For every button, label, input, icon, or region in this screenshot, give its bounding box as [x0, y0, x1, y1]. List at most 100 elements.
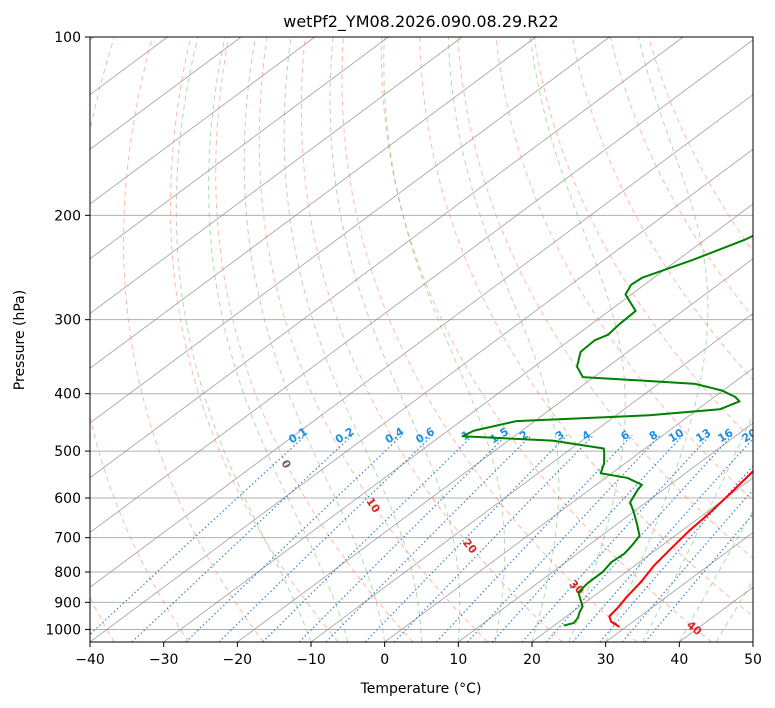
moist-adiabat-line: [208, 37, 349, 642]
moist-adiabat-line: [529, 37, 626, 642]
isotherm-line: [90, 94, 753, 588]
mixing-ratio-line: [521, 434, 711, 642]
isotherm-line: [90, 37, 684, 479]
dry-adiabat-line: [123, 37, 264, 642]
isotherm-line: [90, 37, 537, 369]
y-tick-label: 600: [54, 491, 81, 507]
x-tick-label: 0: [380, 652, 389, 668]
dry-adiabat-line: [90, 596, 115, 642]
chart-title: wetPf2_YM08.2026.090.08.29.R22: [283, 12, 558, 32]
isotherm-line: [531, 477, 753, 642]
isotherm-line: [90, 37, 463, 315]
pressure-grid: [90, 37, 753, 630]
y-tick-label: 700: [54, 531, 81, 547]
y-tick-label: 1000: [45, 622, 81, 638]
moist-adiabat-line: [715, 579, 753, 642]
mixing-ratio-label: 13: [693, 426, 713, 445]
moist-adiabat-line: [243, 37, 386, 642]
x-tick-label: 40: [670, 652, 688, 668]
x-tick-label: −30: [149, 652, 179, 668]
dry-adiabat-line: [419, 37, 753, 617]
mixing-ratio-line: [621, 488, 753, 642]
isotherm-line: [605, 532, 753, 642]
dry-adiabat-line: [170, 37, 339, 642]
dry-adiabat-line: [533, 37, 753, 442]
moist-adiabat-line: [175, 37, 312, 642]
mixing-ratio-line: [491, 434, 684, 642]
mixing-ratio-label: 10: [666, 426, 686, 445]
dry-adiabat-line: [571, 37, 753, 381]
mixing-ratio-line: [393, 434, 595, 642]
mixing-ratio-line: [131, 434, 353, 642]
mixing-ratio-line: [90, 434, 307, 636]
isotherm-line: [458, 422, 753, 642]
moist-adiabat-line: [642, 412, 753, 642]
moist-adiabat-line: [605, 37, 709, 642]
mixing-ratio-label: 0.6: [413, 425, 437, 447]
x-tick-label: 50: [744, 652, 762, 668]
mixing-ratio-line: [467, 434, 661, 642]
isotherm-line: [90, 39, 753, 534]
dry-adiabat-line: [300, 37, 563, 642]
mixing-ratio-label: 0.2: [333, 425, 356, 446]
isotherm-line: [384, 367, 753, 642]
mixing-ratio-label: 2: [517, 428, 530, 443]
moist-adiabat-line: [678, 509, 753, 642]
mixing-ratio-label: 25: [764, 426, 775, 445]
mixing-ratio-line: [644, 513, 753, 642]
y-tick-label: 500: [54, 444, 81, 460]
isotherm-line: [90, 37, 610, 424]
dry-adiabat-line: [215, 37, 414, 642]
isotherm-line: [237, 258, 753, 642]
isotherm-line: [90, 37, 242, 150]
y-tick-label: 800: [54, 565, 81, 581]
moist-adiabat-line: [383, 37, 506, 642]
mixing-ratio-label: 20: [740, 426, 760, 445]
mixing-ratio-label: 16: [715, 426, 735, 445]
y-tick-label: 900: [54, 595, 81, 611]
mixing-ratio-line: [298, 434, 508, 642]
y-tick-label: 300: [54, 313, 81, 329]
mixing-ratio-line: [325, 434, 532, 642]
mixing-ratio-line: [218, 434, 434, 642]
temperature-profile-line: [608, 469, 753, 628]
moist-adiabat-line: [447, 37, 560, 642]
mixing-ratio-line: [545, 434, 733, 642]
dry-adiabat-line: [380, 37, 713, 642]
mixing-ratio-line: [364, 434, 568, 642]
moist-adiabat-line: [329, 37, 461, 642]
mixing-ratio-label: 0.1: [286, 425, 309, 446]
y-axis-label: Pressure (hPa): [12, 290, 28, 390]
x-axis-label: Temperature (°C): [360, 681, 482, 697]
dry-adiabat-label: 20: [460, 536, 480, 556]
mixing-ratio-lines: [90, 434, 753, 642]
y-axis-ticks: 100 200 300 400 500 600 700 800 900 1000: [45, 30, 90, 638]
dry-adiabat-label: 0: [279, 458, 294, 471]
y-tick-label: 400: [54, 387, 81, 403]
mixing-ratio-label: 8: [647, 428, 660, 443]
dry-adiabat-line: [258, 37, 488, 642]
mixing-ratio-line: [599, 465, 753, 642]
mixing-ratio-label: 1.5: [488, 425, 511, 446]
x-axis-ticks: −40 −30 −20 −10 0 10 20 30 40 50: [75, 642, 762, 668]
isotherm-line: [90, 148, 753, 642]
dewpoint-profile-line: [461, 234, 753, 627]
dry-adiabat-line: [341, 37, 638, 642]
x-tick-label: −20: [223, 652, 253, 668]
mixing-ratio-label: 0.4: [383, 425, 407, 447]
dry-adiabat-line: [457, 37, 753, 560]
dry-adiabat-line: [609, 37, 753, 318]
x-tick-label: 30: [597, 652, 615, 668]
moist-adiabat-lines: [175, 37, 753, 642]
y-tick-label: 200: [54, 208, 81, 224]
x-tick-label: 20: [523, 652, 541, 668]
x-tick-label: 10: [449, 652, 467, 668]
y-tick-label: 100: [54, 30, 81, 46]
isotherm-line: [90, 37, 316, 205]
dry-adiabat-line: [495, 37, 753, 501]
isotherm-line: [752, 641, 753, 642]
x-tick-label: −10: [296, 652, 326, 668]
isotherm-line: [310, 313, 753, 642]
